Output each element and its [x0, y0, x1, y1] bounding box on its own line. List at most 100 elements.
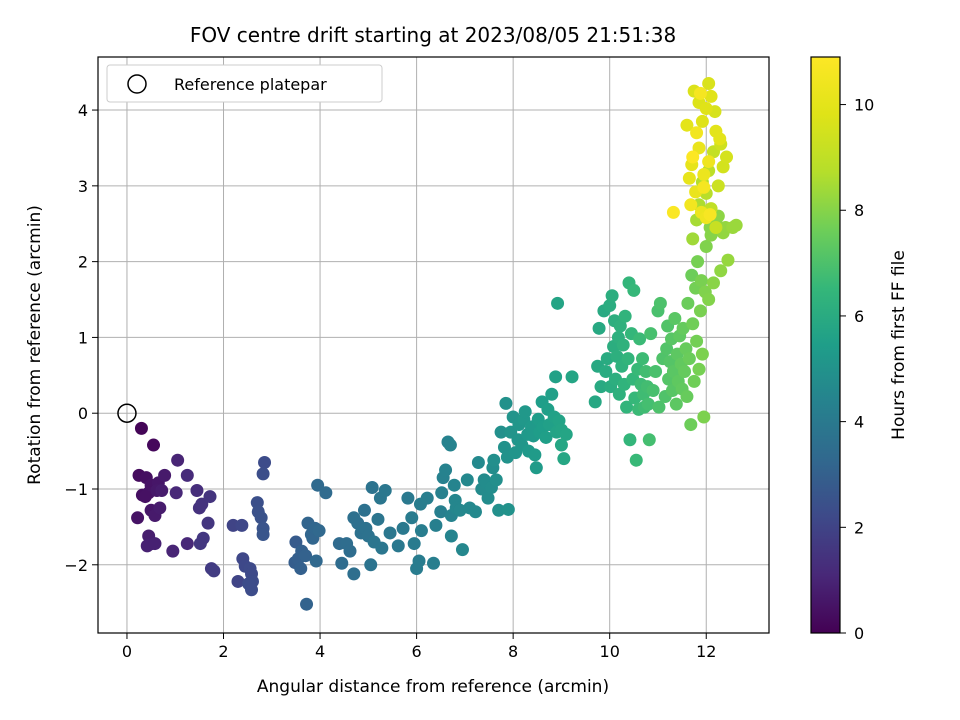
x-tick-label: 6: [412, 642, 422, 661]
data-point: [193, 537, 207, 551]
data-point: [695, 347, 709, 361]
data-point: [312, 524, 326, 538]
data-point: [414, 524, 428, 538]
data-point: [420, 491, 434, 505]
data-point: [610, 349, 624, 363]
data-point: [180, 537, 194, 551]
data-point: [171, 453, 185, 467]
data-point: [618, 309, 632, 323]
data-point: [545, 387, 559, 401]
x-axis-ticks: 0 2 4 6 8 10 12: [122, 633, 716, 661]
data-point: [138, 490, 152, 504]
data-point: [299, 549, 313, 563]
data-point: [699, 239, 713, 253]
data-point: [686, 232, 700, 246]
data-point: [633, 332, 647, 346]
data-point: [603, 299, 617, 313]
data-point: [499, 396, 513, 410]
data-point: [245, 583, 259, 597]
data-point: [704, 89, 718, 103]
y-tick-label: −2: [64, 556, 88, 575]
data-point: [623, 433, 637, 447]
data-point: [693, 86, 707, 100]
data-point: [256, 527, 270, 541]
data-point: [592, 321, 606, 335]
data-point: [343, 544, 357, 558]
data-point: [455, 543, 469, 557]
data-point: [629, 453, 643, 467]
data-point: [153, 501, 167, 515]
data-point: [709, 221, 723, 235]
data-point: [443, 438, 457, 452]
data-point: [699, 102, 713, 116]
data-point: [300, 597, 314, 611]
data-point: [489, 473, 503, 487]
data-point: [365, 480, 379, 494]
data-point: [375, 541, 389, 555]
data-point: [166, 544, 180, 558]
data-point: [319, 486, 333, 500]
data-point: [729, 218, 743, 232]
colorbar-tick-label: 8: [854, 201, 864, 220]
colorbar-tick-label: 2: [854, 518, 864, 537]
data-point: [190, 484, 204, 498]
legend-marker-icon: [127, 74, 147, 94]
data-point: [487, 453, 501, 467]
data-point: [680, 118, 694, 132]
data-point: [180, 468, 194, 482]
data-point: [686, 150, 700, 164]
y-axis-label: Rotation from reference (arcmin): [25, 205, 45, 485]
data-point: [682, 171, 696, 185]
colorbar-tick-label: 6: [854, 307, 864, 326]
y-tick-label: 4: [78, 101, 88, 120]
x-tick-label: 10: [600, 642, 620, 661]
data-point: [407, 537, 421, 551]
data-point: [551, 296, 565, 310]
data-point: [681, 296, 695, 310]
data-point: [481, 491, 495, 505]
data-point: [435, 486, 449, 500]
y-axis-ticks: −2 −1 0 1 2 3 4: [64, 101, 98, 575]
data-point: [684, 198, 698, 212]
data-point: [311, 478, 325, 492]
data-point: [254, 511, 268, 525]
data-point: [716, 160, 730, 174]
x-tick-label: 12: [696, 642, 716, 661]
data-point: [636, 352, 650, 366]
data-point: [131, 511, 145, 525]
data-point: [235, 518, 249, 532]
data-point: [401, 491, 415, 505]
data-point: [690, 334, 704, 348]
data-point: [668, 311, 682, 325]
data-point: [721, 253, 735, 267]
y-tick-label: 0: [78, 404, 88, 423]
data-point: [565, 370, 579, 384]
data-point: [444, 529, 458, 543]
data-point: [692, 141, 706, 155]
data-point: [612, 387, 626, 401]
data-point: [471, 455, 485, 469]
y-tick-label: 2: [78, 253, 88, 272]
data-point: [528, 448, 542, 462]
data-points: [131, 77, 743, 611]
legend-box: [106, 64, 383, 103]
colorbar: [810, 56, 841, 634]
data-point: [627, 283, 641, 297]
data-point: [616, 338, 630, 352]
data-point: [706, 276, 720, 290]
data-point: [371, 512, 385, 526]
data-point: [256, 467, 270, 481]
data-point: [231, 574, 245, 588]
data-point: [621, 352, 635, 366]
data-point: [439, 463, 453, 477]
data-point: [383, 526, 397, 540]
data-point: [703, 208, 717, 222]
data-point: [412, 554, 426, 568]
data-point: [335, 556, 349, 570]
data-point: [529, 461, 543, 475]
data-point: [554, 438, 568, 452]
legend-entry-reference-platepar: Reference platepar: [174, 75, 327, 94]
data-point: [695, 114, 709, 128]
data-point: [492, 503, 506, 517]
